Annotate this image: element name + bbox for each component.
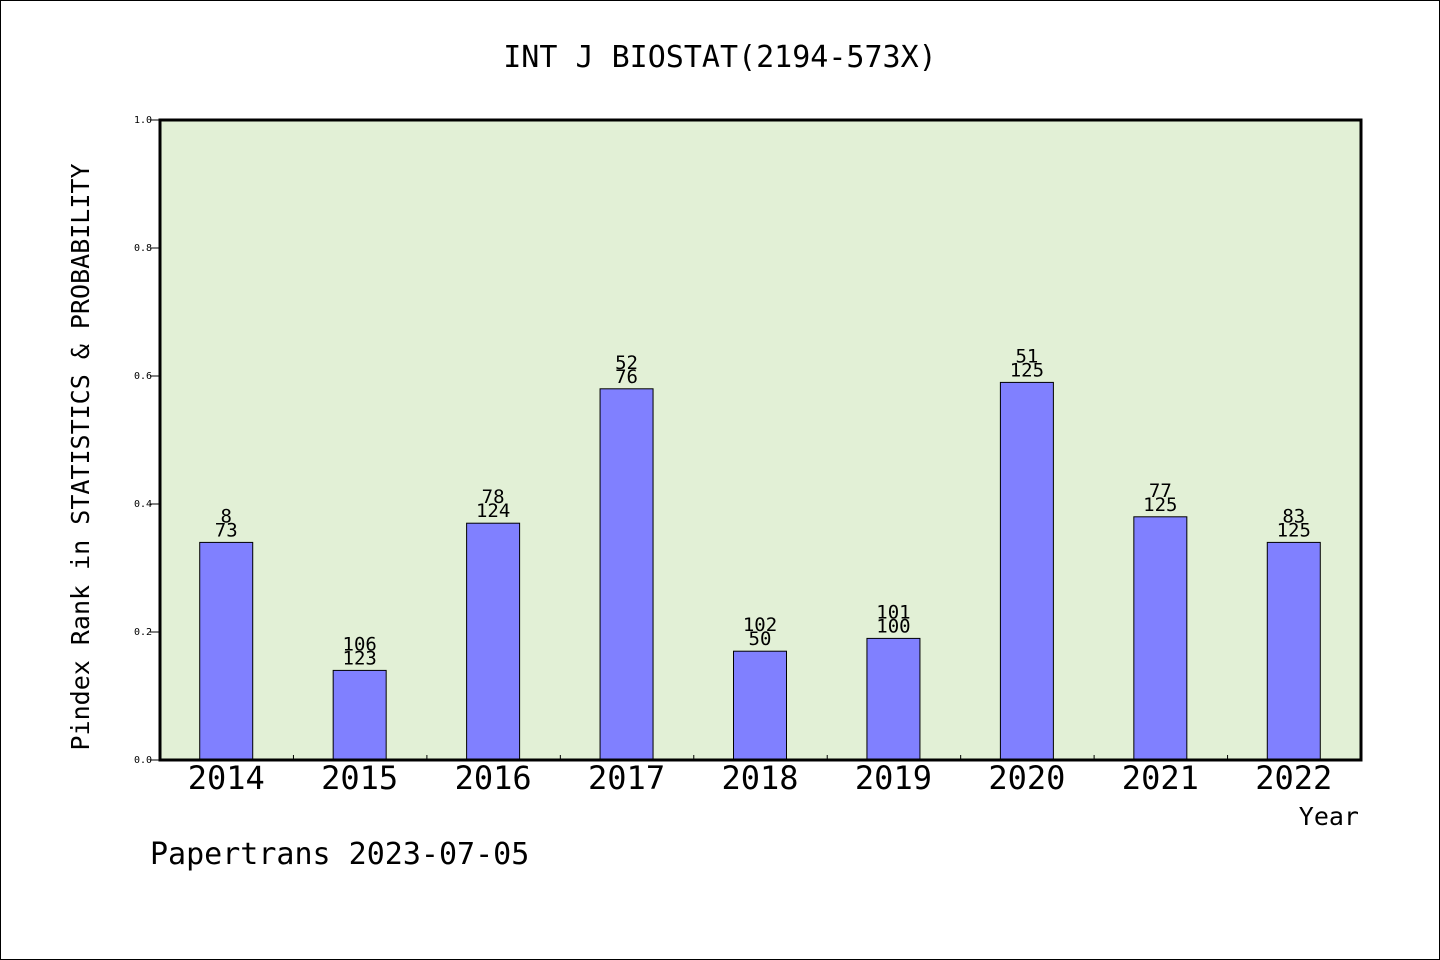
bar-label-top: 51 bbox=[1015, 345, 1038, 367]
plot-border bbox=[158, 118, 1363, 762]
bar-label-bottom: 123 bbox=[343, 647, 377, 669]
x-tick-label: 2015 bbox=[321, 759, 398, 797]
bar-label-bottom: 73 bbox=[215, 519, 238, 541]
y-tick-label: 0.4 bbox=[134, 499, 152, 510]
x-tick-label: 2022 bbox=[1255, 759, 1332, 797]
bar-label-bottom: 124 bbox=[476, 500, 510, 522]
y-tick-label: 1.0 bbox=[134, 115, 152, 126]
bar-2016 bbox=[466, 522, 521, 761]
bar-2020 bbox=[999, 381, 1054, 761]
bar-2021 bbox=[1133, 516, 1188, 761]
x-tick-label: 2017 bbox=[588, 759, 665, 797]
bar-2017 bbox=[599, 388, 654, 761]
bar-2014 bbox=[199, 541, 254, 761]
x-axis-label: Year bbox=[1299, 802, 1359, 831]
bar-label-bottom: 125 bbox=[1010, 359, 1044, 381]
y-tick-label: 0.6 bbox=[134, 371, 152, 382]
x-tick-label: 2016 bbox=[455, 759, 532, 797]
bar-2022 bbox=[1266, 541, 1321, 761]
y-axis-label: Pindex Rank in STATISTICS & PROBABILITY bbox=[66, 164, 95, 751]
bar-label-bottom: 125 bbox=[1277, 519, 1311, 541]
bar-label-top: 52 bbox=[615, 352, 638, 374]
bar-label-bottom: 76 bbox=[615, 366, 638, 388]
x-tick-label: 2014 bbox=[188, 759, 265, 797]
x-tick-label: 2020 bbox=[988, 759, 1065, 797]
bar-label-top: 77 bbox=[1149, 480, 1172, 502]
y-tick-label: 0.8 bbox=[134, 243, 152, 254]
bar-label-top: 83 bbox=[1282, 505, 1305, 527]
bar-2015 bbox=[332, 669, 387, 761]
bar-label-top: 102 bbox=[743, 614, 777, 636]
watermark: Papertrans 2023-07-05 bbox=[150, 837, 529, 872]
y-tick-label: 0.2 bbox=[134, 627, 152, 638]
x-tick-label: 2019 bbox=[855, 759, 932, 797]
bar-label-bottom: 100 bbox=[876, 615, 910, 637]
y-axis-ticks: 0.0 0.2 0.4 0.6 0.8 1.0 bbox=[134, 115, 160, 766]
bar-label-top: 106 bbox=[343, 633, 377, 655]
bar-2019 bbox=[866, 637, 921, 761]
x-tick-label: 2018 bbox=[721, 759, 798, 797]
bar-label-top: 101 bbox=[876, 601, 910, 623]
bar-label-top: 8 bbox=[220, 505, 231, 527]
chart-title: INT J BIOSTAT(2194-573X) bbox=[503, 40, 936, 75]
y-tick-label: 0.0 bbox=[134, 755, 152, 766]
x-axis-ticks: 2014 2015 2016 2017 2018 2019 2020 2021 2022 bbox=[188, 755, 1332, 797]
bar-label-top: 78 bbox=[482, 486, 505, 508]
bars-group bbox=[199, 381, 1321, 761]
bar-2018 bbox=[733, 650, 787, 761]
bar-label-bottom: 50 bbox=[749, 628, 772, 650]
bar-labels-group: 8731061237812452761025010110051125771258… bbox=[215, 345, 1311, 669]
x-tick-label: 2021 bbox=[1122, 759, 1199, 797]
bar-label-bottom: 125 bbox=[1143, 494, 1177, 516]
